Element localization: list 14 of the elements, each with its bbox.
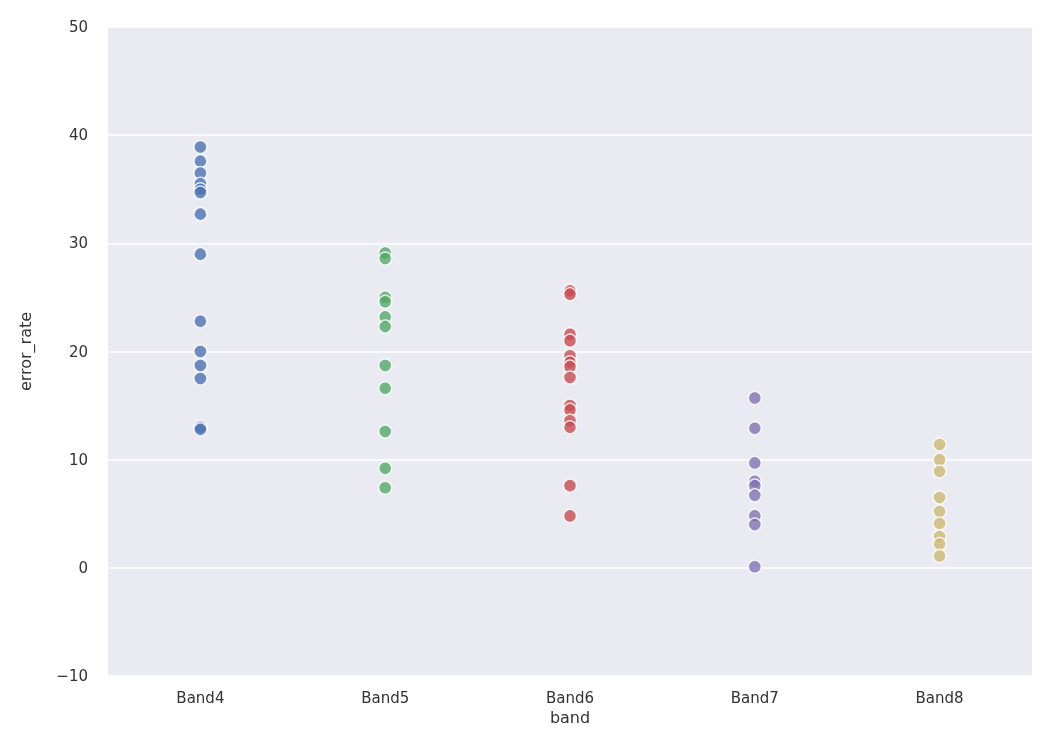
y-axis-title: error_rate [15,311,36,392]
y-tick-label: 50 [68,18,88,36]
x-tick-label: Band5 [361,688,410,707]
y-tick-label: 30 [68,234,88,253]
x-tick-label: Band7 [730,688,779,707]
y-tick-label: 0 [78,558,88,577]
x-tick-label: Band6 [545,688,595,707]
x-tick-label: Band8 [915,688,964,707]
x-tick-label: Band4 [176,688,225,707]
y-tick-label: 10 [68,450,88,469]
y-tick-label: 40 [68,126,88,145]
y-tick-label: −10 [56,667,88,685]
y-tick-label: 20 [68,342,88,361]
x-axis-title: band [549,708,591,728]
